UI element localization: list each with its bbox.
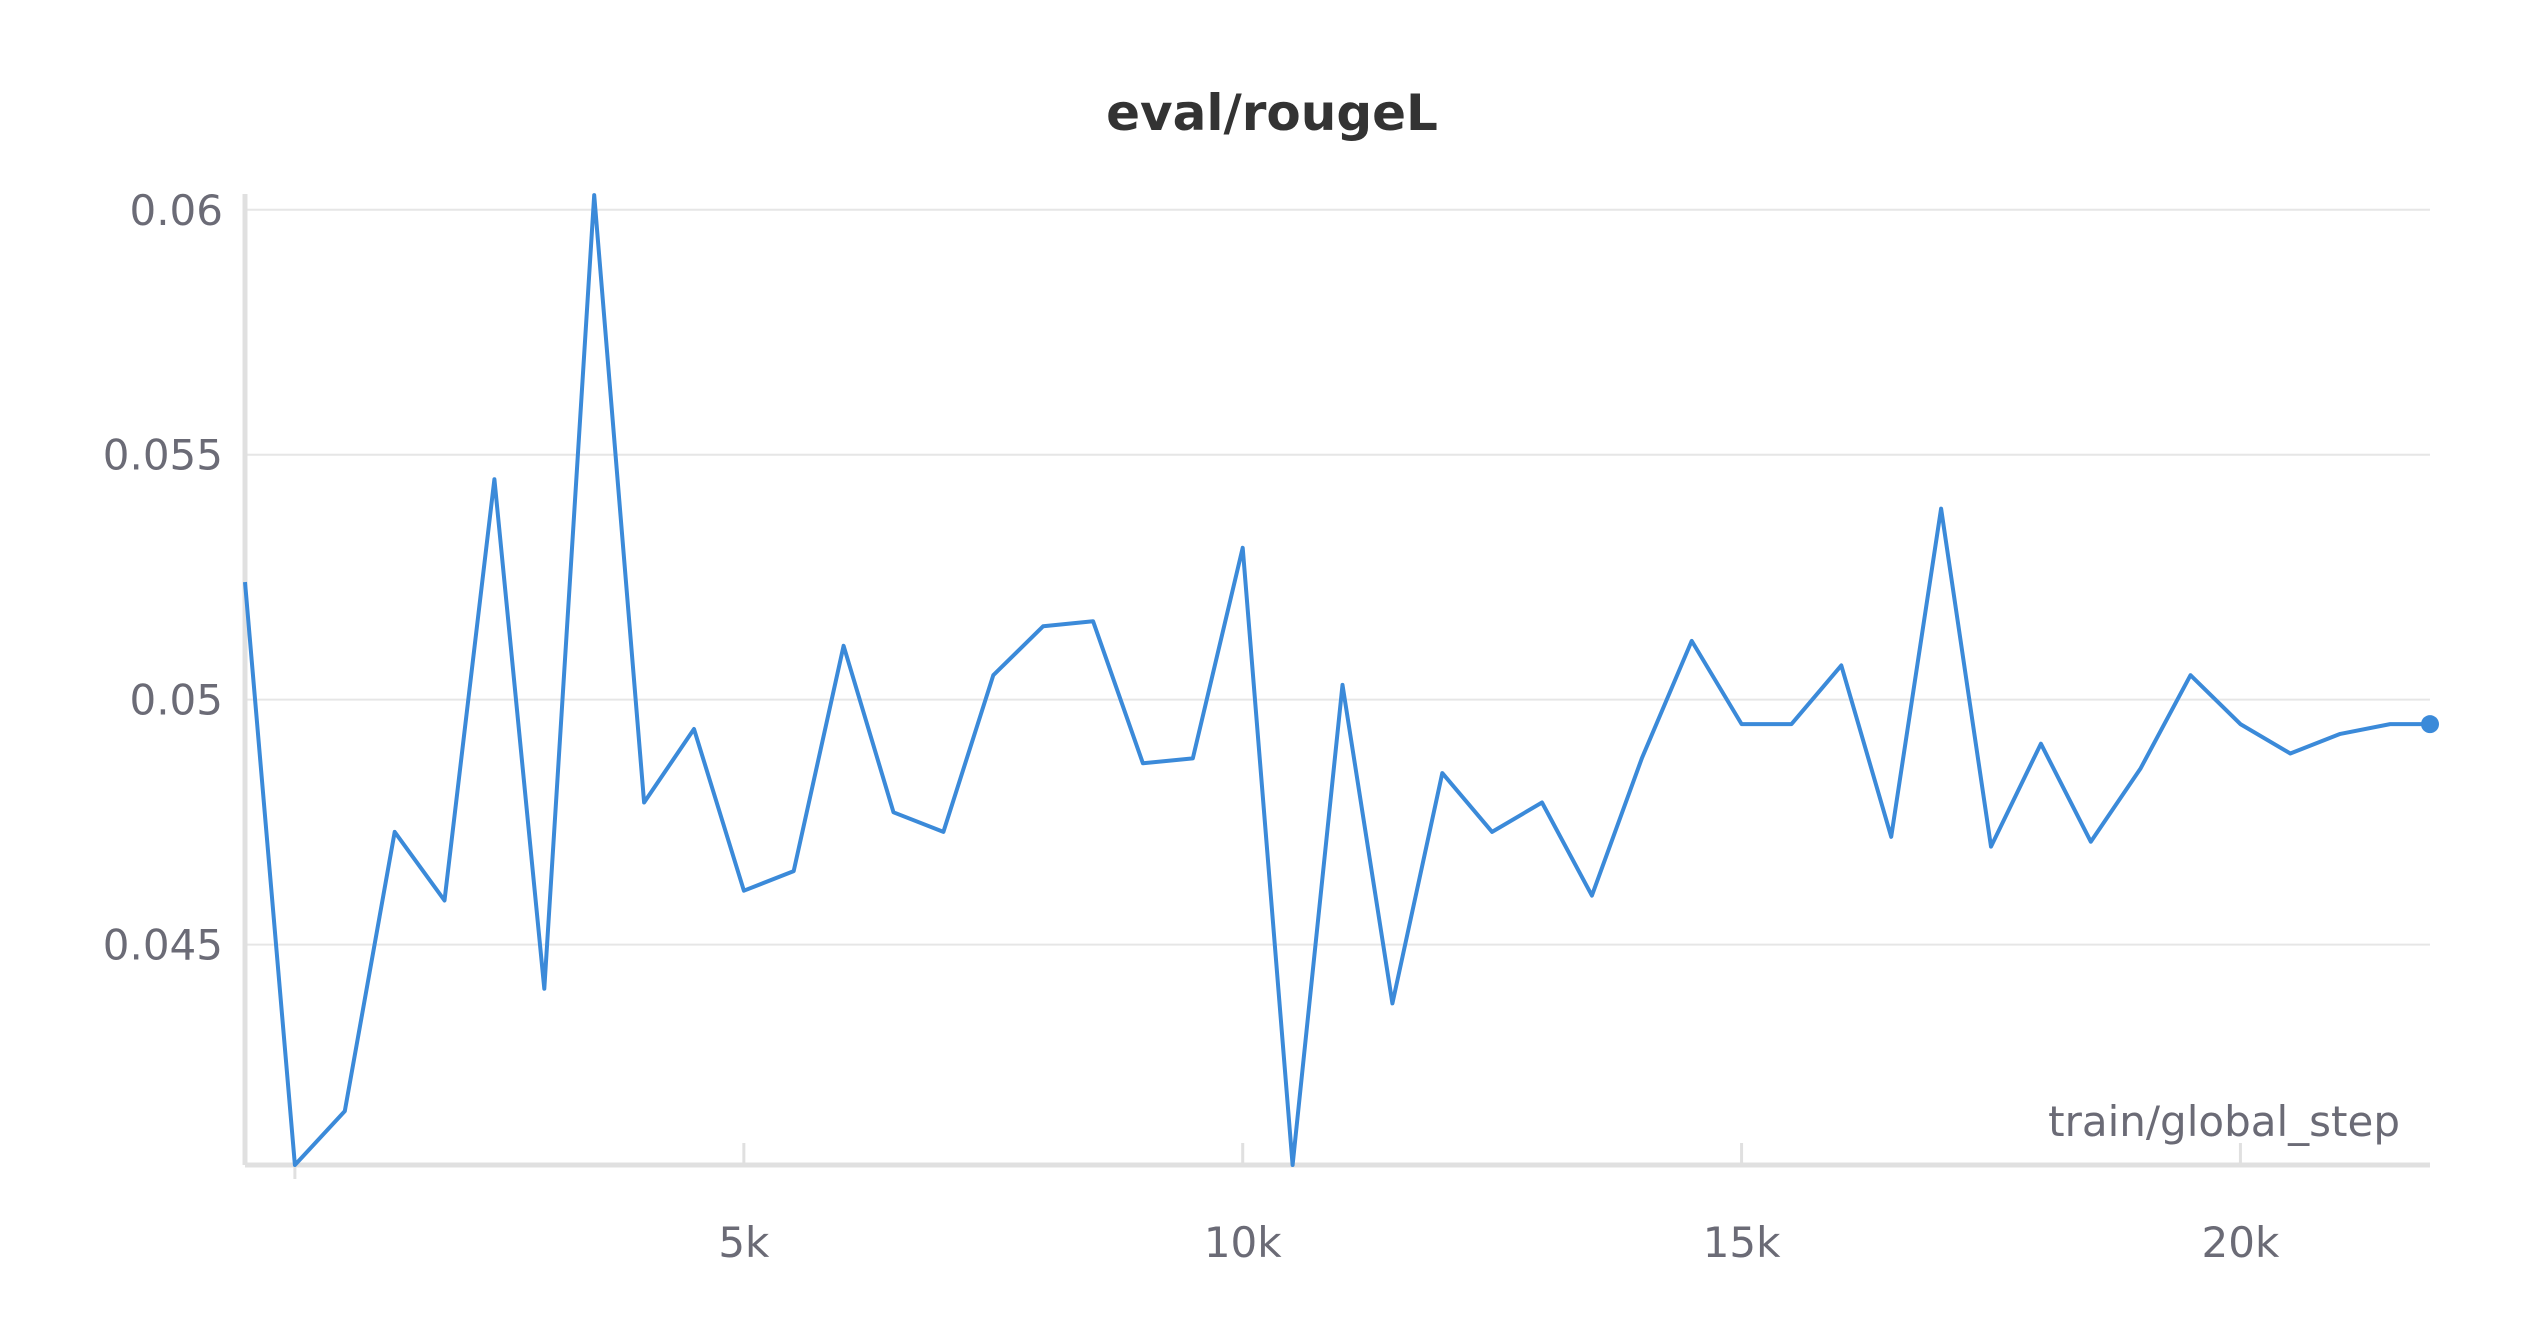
x-tick-label: 5k (718, 1218, 770, 1267)
series-endpoint-marker (2421, 715, 2439, 734)
x-axis-ticks: 5k 10k 15k 20k (293, 1143, 2280, 1267)
axes (242, 194, 2430, 1168)
y-tick-label: 0.06 (129, 186, 223, 235)
series-line (243, 193, 2430, 1167)
x-tick-label: 20k (2202, 1218, 2280, 1267)
x-axis-label: train/global_step (2048, 1097, 2400, 1146)
y-tick-label: 0.05 (129, 676, 223, 725)
y-tick-label: 0.045 (103, 921, 223, 970)
y-tick-label: 0.055 (103, 431, 223, 480)
x-tick-label: 15k (1703, 1218, 1781, 1267)
gridlines (245, 208, 2430, 946)
series-layer (243, 193, 2439, 1167)
y-axis-ticks: 0.045 0.05 0.055 0.06 (103, 186, 223, 970)
chart-title: eval/rougeL (1106, 84, 1438, 142)
x-tick-label: 10k (1204, 1218, 1282, 1267)
